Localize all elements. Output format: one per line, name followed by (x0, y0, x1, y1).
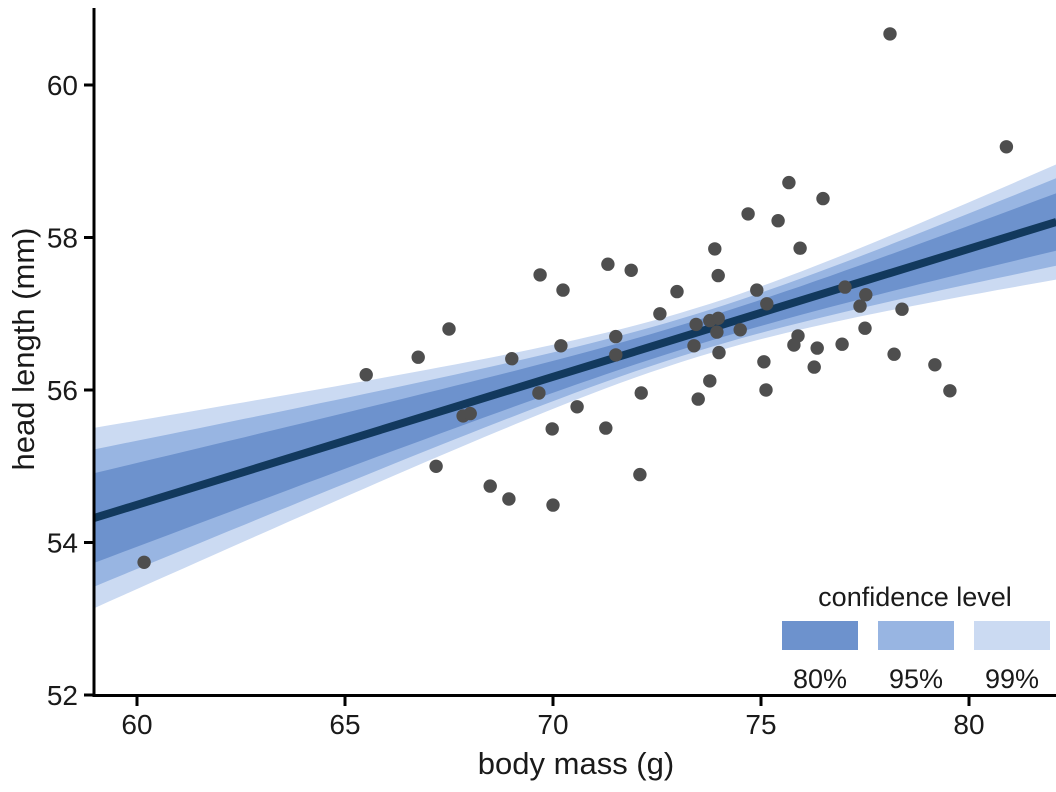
data-point (609, 329, 623, 344)
data-point (750, 283, 764, 297)
data-point (741, 207, 755, 221)
data-point (633, 467, 647, 482)
legend-swatch-95% (878, 621, 954, 650)
data-point (928, 358, 942, 372)
data-point (708, 242, 722, 256)
data-point (359, 368, 373, 382)
data-point (895, 302, 909, 316)
data-point (554, 339, 568, 353)
data-point (793, 241, 807, 255)
confidence-bands (95, 164, 1056, 608)
data-point (858, 321, 872, 335)
data-point (838, 280, 852, 294)
data-point (556, 283, 570, 297)
y-tick-label: 58 (47, 223, 78, 254)
y-axis-title: head length (mm) (6, 228, 41, 471)
data-point (835, 337, 849, 351)
data-point (787, 338, 801, 352)
legend: confidence level 80% 95% 99% (782, 582, 1050, 694)
data-point (691, 392, 705, 406)
data-point (883, 27, 897, 41)
data-point (483, 479, 497, 493)
data-point (634, 386, 648, 400)
data-point (687, 339, 701, 353)
data-point (532, 386, 546, 400)
legend-items: 80% 95% 99% (782, 621, 1050, 694)
data-point (599, 421, 613, 435)
legend-label-95%: 95% (889, 664, 943, 694)
data-point (853, 299, 867, 313)
data-point (546, 498, 560, 512)
data-point (771, 214, 785, 228)
data-point (670, 284, 684, 299)
data-point (505, 352, 519, 366)
data-point (703, 374, 717, 388)
data-point (545, 422, 559, 436)
data-point (533, 268, 547, 282)
data-point (816, 191, 830, 206)
x-tick-label: 60 (121, 709, 152, 740)
x-tick-label: 65 (329, 709, 360, 740)
y-tick-label: 60 (47, 70, 78, 101)
data-point (757, 355, 771, 369)
data-point (442, 322, 456, 336)
data-point (711, 268, 725, 283)
data-point (689, 317, 703, 332)
confidence-band-80% (95, 193, 1056, 563)
legend-title: confidence level (818, 582, 1012, 612)
regression-line (95, 218, 1056, 522)
data-point (411, 350, 425, 364)
x-axis-title: body mass (g) (478, 746, 674, 781)
data-point (710, 325, 724, 339)
data-point (711, 311, 725, 325)
legend-label-80%: 80% (793, 664, 847, 694)
data-point (601, 257, 615, 271)
y-tick-label: 56 (47, 375, 78, 406)
data-point (137, 555, 151, 569)
data-point (653, 307, 667, 321)
data-point (759, 383, 773, 397)
data-point (943, 384, 957, 398)
y-tick-label: 52 (47, 680, 78, 711)
legend-label-99%: 99% (985, 664, 1039, 694)
x-tick-label: 75 (745, 709, 776, 740)
data-point (887, 347, 901, 361)
axes (84, 8, 1056, 706)
scatter-points (137, 27, 1014, 569)
x-tick-label: 80 (953, 709, 984, 740)
data-point (859, 288, 873, 302)
y-tick-label: 54 (47, 528, 78, 559)
x-tick-label: 70 (537, 709, 568, 740)
tick-labels: 60 65 70 75 80 52 54 56 58 60 (47, 70, 985, 740)
data-point (570, 400, 584, 414)
data-point (782, 175, 796, 190)
data-point (463, 406, 477, 421)
data-point (810, 341, 824, 355)
data-point (760, 297, 774, 311)
data-point (429, 459, 443, 473)
data-point (712, 345, 726, 360)
data-point (609, 348, 623, 362)
data-point (502, 492, 516, 506)
legend-swatch-99% (974, 621, 1050, 650)
legend-swatch-80% (782, 621, 858, 650)
data-point (999, 140, 1014, 154)
data-point (733, 323, 747, 337)
data-point (624, 263, 638, 277)
data-point (807, 360, 821, 374)
